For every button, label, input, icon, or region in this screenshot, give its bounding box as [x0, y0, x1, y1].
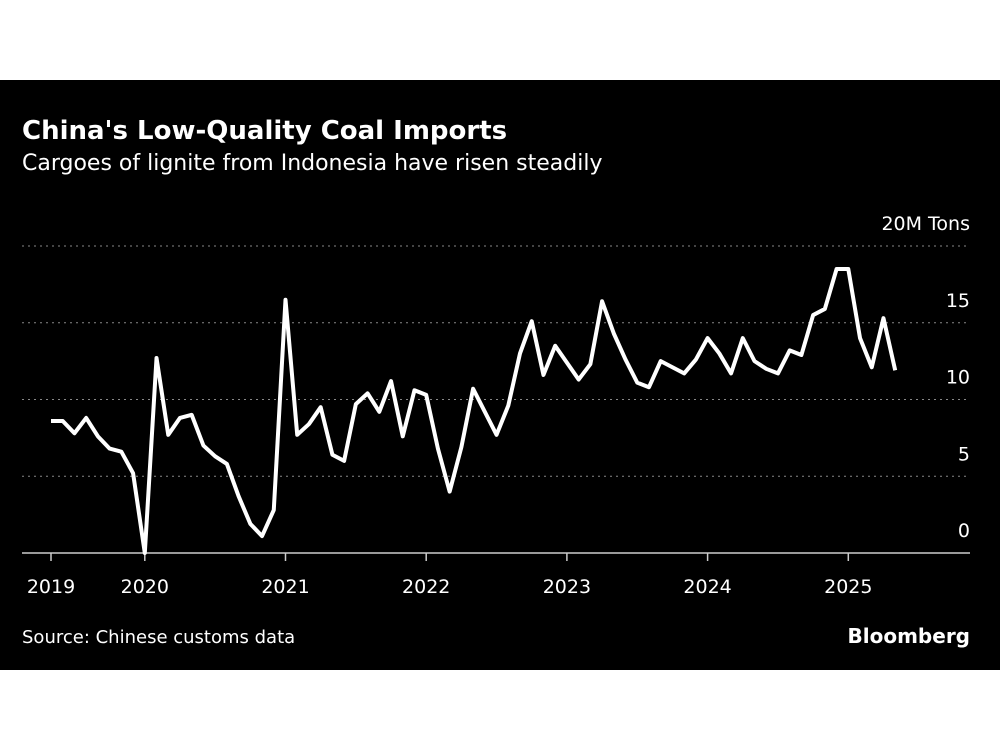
- y-tick-label: 0: [958, 520, 970, 542]
- panel: [0, 80, 1000, 670]
- series-line: [51, 267, 898, 555]
- y-tick-label: 5: [958, 443, 970, 465]
- y-tick-label: 20M Tons: [881, 213, 970, 235]
- x-tick-label: 2024: [683, 576, 731, 598]
- x-tick-label: 2020: [121, 576, 169, 598]
- x-tick-label: 2021: [261, 576, 309, 598]
- x-tick-label: 2025: [824, 576, 872, 598]
- y-tick-label: 10: [946, 367, 970, 389]
- chart-subtitle: Cargoes of lignite from Indonesia have r…: [22, 151, 602, 176]
- x-tick-label: 2019: [27, 576, 75, 598]
- x-tick-label: 2023: [543, 576, 591, 598]
- brand: Bloomberg: [848, 624, 970, 648]
- y-tick-label: 15: [946, 290, 970, 312]
- chart-title: China's Low-Quality Coal Imports: [22, 116, 507, 146]
- x-tick-label: 2022: [402, 576, 450, 598]
- source: Source: Chinese customs data: [22, 627, 295, 648]
